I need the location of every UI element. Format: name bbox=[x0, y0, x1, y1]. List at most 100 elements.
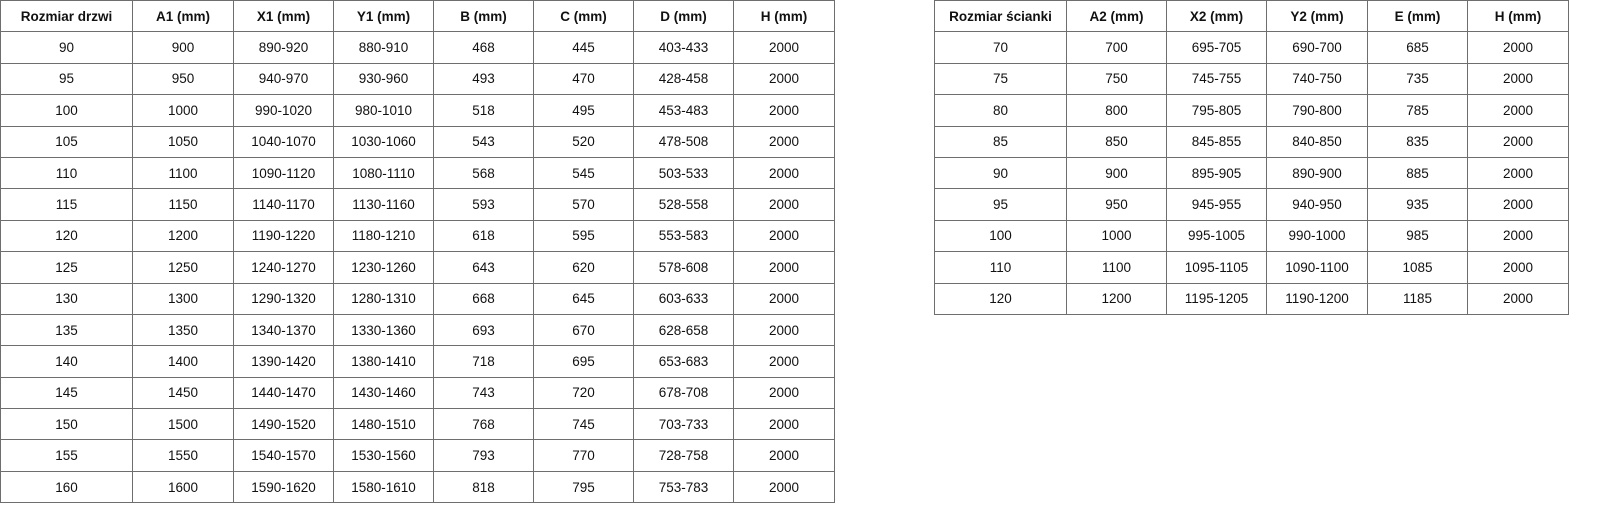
table-cell: 1280-1310 bbox=[333, 282, 434, 315]
table-cell: 1500 bbox=[132, 408, 234, 441]
table-cell: 2000 bbox=[1467, 251, 1569, 284]
column-header: E (mm) bbox=[1367, 0, 1468, 33]
table-cell: 800 bbox=[1066, 94, 1167, 127]
table-cell: 2000 bbox=[1467, 125, 1569, 158]
table-cell: 1040-1070 bbox=[233, 125, 334, 158]
table-row: 150 1500 1490-1520 1480-1510 768 745 703-733 20… bbox=[0, 408, 835, 441]
table-cell: 1185 bbox=[1367, 282, 1468, 315]
table-cell: 105 bbox=[0, 125, 133, 158]
table-cell: 1330-1360 bbox=[333, 313, 434, 347]
table-cell: 110 bbox=[0, 156, 133, 190]
table-cell: 2000 bbox=[1467, 31, 1569, 64]
table-cell: 693 bbox=[433, 313, 534, 347]
table-cell: 428-458 bbox=[633, 62, 734, 96]
table-cell: 603-633 bbox=[633, 282, 734, 315]
table-cell: 1400 bbox=[132, 345, 234, 378]
table-cell: 1550 bbox=[132, 439, 234, 472]
table-cell: 1300 bbox=[132, 282, 234, 315]
table-cell: 568 bbox=[433, 156, 534, 190]
table-cell: 940-950 bbox=[1266, 188, 1368, 221]
table-cell: 990-1000 bbox=[1266, 219, 1368, 253]
column-header: A1 (mm) bbox=[132, 0, 234, 33]
header-row: Rozmiar ścianki A2 (mm) X2 (mm) Y2 (mm) E (m… bbox=[934, 0, 1569, 33]
table-row: 95 950 940-970 930-960 493 470 428-458 2000 bbox=[0, 62, 835, 96]
table-cell: 690-700 bbox=[1266, 31, 1368, 64]
table-cell: 703-733 bbox=[633, 408, 734, 441]
table-cell: 2000 bbox=[733, 219, 835, 253]
table-cell: 130 bbox=[0, 282, 133, 315]
table-cell: 503-533 bbox=[633, 156, 734, 190]
table-cell: 950 bbox=[132, 62, 234, 96]
table-cell: 668 bbox=[433, 282, 534, 315]
table-cell: 578-608 bbox=[633, 251, 734, 284]
table-cell: 1290-1320 bbox=[233, 282, 334, 315]
table-cell: 990-1020 bbox=[233, 94, 334, 127]
table-cell: 985 bbox=[1367, 219, 1468, 253]
table-cell: 840-850 bbox=[1266, 125, 1368, 158]
table-cell: 520 bbox=[533, 125, 634, 158]
table-row: 140 1400 1390-1420 1380-1410 718 695 653-683 20… bbox=[0, 345, 835, 378]
table-cell: 1180-1210 bbox=[333, 219, 434, 253]
table-cell: 1080-1110 bbox=[333, 156, 434, 190]
table-row: 80 800 795-805 790-800 785 2000 bbox=[934, 94, 1569, 127]
table-cell: 793 bbox=[433, 439, 534, 472]
table-cell: 120 bbox=[934, 282, 1067, 315]
table-cell: 155 bbox=[0, 439, 133, 472]
table-cell: 135 bbox=[0, 313, 133, 347]
table-row: 110 1100 1090-1120 1080-1110 568 545 503-533 20… bbox=[0, 156, 835, 190]
table-cell: 2000 bbox=[1467, 188, 1569, 221]
table-cell: 795 bbox=[533, 470, 634, 504]
column-header: Rozmiar drzwi bbox=[0, 0, 133, 33]
table-cell: 653-683 bbox=[633, 345, 734, 378]
table-cell: 1095-1105 bbox=[1166, 251, 1267, 284]
table-cell: 70 bbox=[934, 31, 1067, 64]
table-cell: 145 bbox=[0, 376, 133, 410]
table-cell: 900 bbox=[1066, 156, 1167, 190]
column-header: A2 (mm) bbox=[1066, 0, 1167, 33]
table-row: 90 900 895-905 890-900 885 2000 bbox=[934, 156, 1569, 190]
table-cell: 1090-1120 bbox=[233, 156, 334, 190]
table-cell: 750 bbox=[1066, 62, 1167, 96]
table-cell: 445 bbox=[533, 31, 634, 64]
table-cell: 1230-1260 bbox=[333, 251, 434, 284]
table-row: 75 750 745-755 740-750 735 2000 bbox=[934, 62, 1569, 96]
table-cell: 478-508 bbox=[633, 125, 734, 158]
table-row: 160 1600 1590-1620 1580-1610 818 795 753-783 20… bbox=[0, 470, 835, 504]
table-cell: 403-433 bbox=[633, 31, 734, 64]
table-cell: 125 bbox=[0, 251, 133, 284]
table-cell: 95 bbox=[0, 62, 133, 96]
table-cell: 900 bbox=[132, 31, 234, 64]
table-cell: 593 bbox=[433, 188, 534, 221]
table-cell: 950 bbox=[1066, 188, 1167, 221]
header-row: Rozmiar drzwi A1 (mm) X1 (mm) Y1 (mm) B (mm)… bbox=[0, 0, 835, 33]
table-cell: 1540-1570 bbox=[233, 439, 334, 472]
table-cell: 818 bbox=[433, 470, 534, 504]
table-cell: 720 bbox=[533, 376, 634, 410]
table-cell: 1200 bbox=[132, 219, 234, 253]
table-cell: 980-1010 bbox=[333, 94, 434, 127]
table-cell: 570 bbox=[533, 188, 634, 221]
table-cell: 645 bbox=[533, 282, 634, 315]
table-cell: 890-920 bbox=[233, 31, 334, 64]
table-cell: 735 bbox=[1367, 62, 1468, 96]
table-cell: 2000 bbox=[733, 376, 835, 410]
table-cell: 785 bbox=[1367, 94, 1468, 127]
table-cell: 1390-1420 bbox=[233, 345, 334, 378]
table-cell: 493 bbox=[433, 62, 534, 96]
column-header: X2 (mm) bbox=[1166, 0, 1267, 33]
table-cell: 2000 bbox=[1467, 62, 1569, 96]
table-cell: 700 bbox=[1066, 31, 1167, 64]
table-cell: 2000 bbox=[733, 31, 835, 64]
table-row: 95 950 945-955 940-950 935 2000 bbox=[934, 188, 1569, 221]
table-cell: 120 bbox=[0, 219, 133, 253]
table-cell: 1000 bbox=[132, 94, 234, 127]
table-cell: 795-805 bbox=[1166, 94, 1267, 127]
column-header: Y1 (mm) bbox=[333, 0, 434, 33]
table-cell: 718 bbox=[433, 345, 534, 378]
table-cell: 1100 bbox=[1066, 251, 1167, 284]
table-cell: 2000 bbox=[733, 439, 835, 472]
table-row: 120 1200 1195-1205 1190-1200 1185 2000 bbox=[934, 282, 1569, 315]
table-cell: 770 bbox=[533, 439, 634, 472]
table-cell: 2000 bbox=[1467, 282, 1569, 315]
table-row: 90 900 890-920 880-910 468 445 403-433 2000 bbox=[0, 31, 835, 64]
